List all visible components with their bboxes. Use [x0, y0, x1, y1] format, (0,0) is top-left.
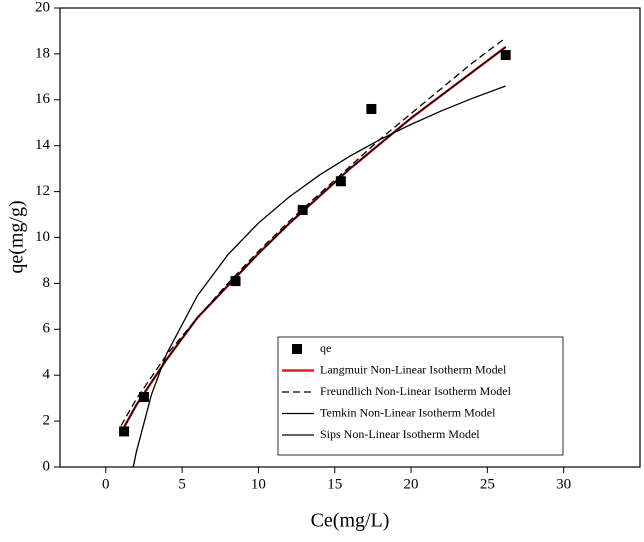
- plot-area: [119, 37, 511, 467]
- x-tick-label: 25: [480, 476, 495, 492]
- x-tick-label: 0: [102, 476, 110, 492]
- legend-box: [277, 336, 564, 456]
- y-tick-label: 12: [35, 183, 50, 199]
- x-tick-label: 15: [327, 476, 342, 492]
- legend-label: qe: [320, 341, 331, 355]
- data-point: [366, 103, 377, 114]
- y-tick-label: 18: [35, 45, 50, 61]
- x-tick-label: 5: [178, 476, 186, 492]
- data-point: [230, 276, 241, 287]
- y-tick-label: 2: [43, 413, 51, 429]
- y-tick-label: 10: [35, 229, 50, 245]
- fit-line: [120, 37, 507, 427]
- legend: qe Langmuir Non-Linear Isotherm Model Freu…: [277, 336, 564, 456]
- data-point: [119, 426, 130, 437]
- legend-marker: [292, 344, 302, 354]
- x-tick-label: 20: [404, 476, 419, 492]
- x-tick-label: 10: [251, 476, 266, 492]
- y-tick-label: 14: [35, 137, 51, 153]
- y-tick-label: 8: [43, 275, 51, 291]
- x-tick-label: 30: [556, 476, 571, 492]
- y-tick-label: 20: [35, 0, 50, 15]
- y-tick-label: 6: [43, 321, 51, 337]
- y-tick-label: 16: [35, 91, 51, 107]
- data-point: [138, 392, 149, 403]
- legend-label: Sips Non-Linear Isotherm Model: [320, 427, 480, 441]
- legend-label: Langmuir Non-Linear Isotherm Model: [320, 362, 507, 376]
- y-tick-label: 0: [43, 458, 51, 474]
- y-axis-label: qe(mg/g): [6, 200, 28, 273]
- data-point: [335, 176, 346, 187]
- data-point: [500, 50, 511, 61]
- x-axis-label: Ce(mg/L): [311, 510, 390, 532]
- data-point: [297, 204, 308, 215]
- y-tick-label: 4: [43, 367, 51, 383]
- legend-label: Freundlich Non-Linear Isotherm Model: [320, 384, 512, 398]
- fit-line: [132, 85, 506, 467]
- legend-label: Temkin Non-Linear Isotherm Model: [320, 405, 496, 419]
